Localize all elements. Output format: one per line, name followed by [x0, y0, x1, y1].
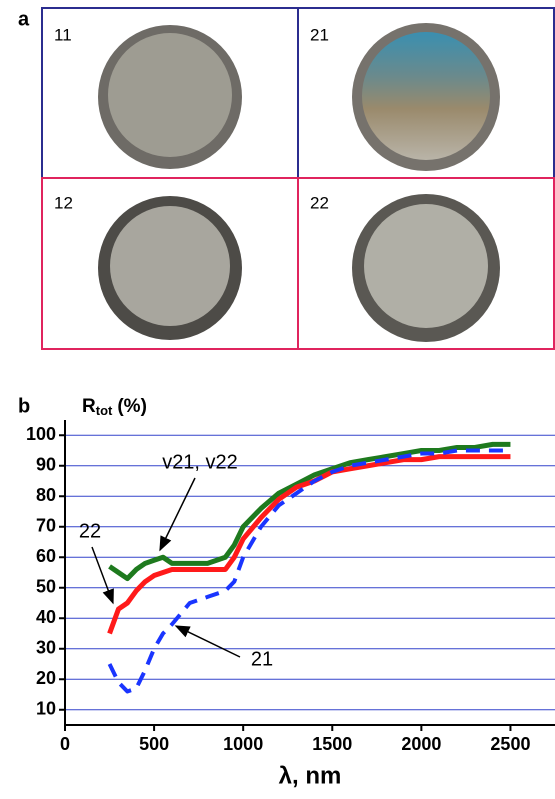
y-axis-label-unit: (%) [117, 396, 147, 417]
disc-face [362, 32, 490, 160]
annotation: 22 [79, 520, 101, 542]
disc-face [108, 33, 232, 157]
line-series [108, 441, 511, 582]
y-tick-label: 70 [36, 516, 56, 536]
photo-grid: 11 21 12 22 [41, 7, 555, 350]
y-axis-label-main: R [82, 396, 96, 417]
x-tick-label: 2000 [401, 734, 441, 754]
sample-label: 22 [310, 193, 329, 212]
disc-face [364, 204, 488, 328]
y-tick-label: 20 [36, 668, 56, 688]
panel-label: b [18, 395, 30, 417]
y-axis-label-sub: tot [96, 403, 113, 418]
y-tick-label: 60 [36, 546, 56, 566]
line-series [107, 454, 511, 635]
sample-label: 11 [54, 25, 72, 44]
y-axis-label: Rtot (%) [82, 396, 147, 418]
y-tick-label: 100 [26, 424, 56, 444]
x-tick-label: 1000 [223, 734, 263, 754]
annotation: v21, v22 [162, 451, 238, 473]
annotation-arrow [159, 477, 196, 552]
sample-label: 21 [310, 25, 329, 44]
annotation: 21 [251, 648, 273, 670]
x-tick-label: 0 [60, 734, 70, 754]
y-tick-label: 40 [36, 607, 56, 627]
y-tick-label: 30 [36, 638, 56, 658]
y-tick-label: 50 [36, 577, 56, 597]
y-tick-label: 90 [36, 455, 56, 475]
disc-face [110, 206, 230, 326]
annotation-arrow [174, 625, 241, 658]
x-axis-label: λ, nm [279, 762, 342, 789]
x-tick-label: 1500 [312, 734, 352, 754]
x-tick-label: 2500 [490, 734, 530, 754]
line-series [107, 448, 511, 694]
annotation-arrow [91, 546, 114, 605]
y-tick-label: 80 [36, 485, 56, 505]
y-tick-label: 10 [36, 699, 56, 719]
panel-label: a [18, 8, 30, 30]
sample-label: 12 [54, 193, 73, 212]
x-tick-label: 500 [139, 734, 169, 754]
